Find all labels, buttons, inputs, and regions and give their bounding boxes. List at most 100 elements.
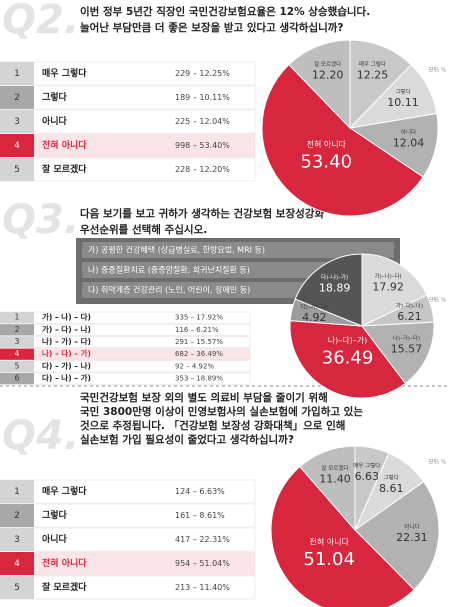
row-number: 2 [14, 511, 20, 521]
row-label: 잘 모르겠다 [42, 581, 87, 593]
row-number: 1 [14, 69, 20, 79]
question-text: 우선순위를 선택해 주십시오. [80, 223, 207, 236]
row-label: 아니다 [42, 115, 68, 127]
row-label: 매우 그렇다 [42, 67, 87, 79]
row-bg [0, 527, 256, 552]
row-number-cell [0, 360, 34, 372]
row-bg [0, 61, 256, 86]
question-text: 국민 3800만명 이상이 민영보험사의 실손보험에 가입하고 있는 [80, 405, 363, 418]
slice-value: 11.40 [319, 473, 351, 486]
question-number: Q4. [2, 413, 79, 459]
pie-slice [361, 321, 435, 385]
slice-value: 18.89 [319, 281, 351, 294]
unit-note: 단위: % [429, 297, 446, 304]
row-bg [0, 575, 256, 600]
slice-name: 그렇다 [395, 88, 410, 96]
row-label: 그렇다 [42, 91, 68, 103]
slice-value: 22.31 [396, 531, 428, 544]
row-result: 225 – 12.04% [175, 117, 230, 126]
row-number: 4 [14, 559, 20, 569]
slice-value: 12.25 [357, 69, 389, 82]
slice-value: 12.04 [393, 137, 425, 150]
slice-value: 53.40 [300, 151, 352, 172]
pie-slice [299, 445, 356, 532]
row-bg [0, 109, 256, 134]
row-result: 213 – 11.40% [175, 583, 230, 592]
option-text: 다) 취약계층 건강관리 (노인, 어린이, 장애인 등) [88, 285, 250, 295]
row-number-cell [0, 373, 34, 385]
option-row [82, 242, 394, 258]
row-label: 잘 모르겠다 [42, 163, 87, 175]
row-number: 5 [15, 361, 20, 370]
slice-value: 51.04 [303, 549, 355, 570]
row-bg [0, 479, 256, 504]
slice-name: 다)–가)–나) [301, 302, 328, 310]
pie-slice [348, 112, 439, 178]
row-bg [0, 323, 251, 336]
row-number-cell [0, 86, 34, 109]
row-number: 3 [14, 117, 20, 127]
row-bg [0, 85, 256, 110]
question-text: 실손보험 가입 필요성이 줄었다고 생각하십니까? [80, 433, 294, 446]
row-result: 229 – 12.25% [175, 69, 230, 78]
row-label: 다) – 가) – 나) [42, 360, 91, 370]
slice-name: 아니다 [404, 523, 419, 531]
row-number-cell [0, 528, 34, 551]
row-number: 3 [15, 337, 20, 346]
row-bg [0, 133, 256, 158]
slice-value: 36.49 [322, 348, 374, 369]
row-label: 그렇다 [42, 509, 68, 521]
slice-value: 12.20 [312, 69, 344, 82]
row-result: 124 – 6.63% [175, 487, 225, 496]
row-number: 3 [14, 535, 20, 545]
row-bg [0, 360, 251, 373]
question-text: 국민건강보험 보장 외의 별도 의료비 부담을 줄이기 위해 [80, 391, 328, 404]
row-result: 92 – 4.92% [175, 362, 214, 370]
row-result: 682 – 36.49% [175, 350, 223, 358]
slice-name: 매우 그렇다 [359, 60, 386, 68]
row-label: 나) – 다) – 가) [42, 348, 91, 358]
slice-name: 잘 모르겠다 [314, 60, 341, 68]
row-label: 아니다 [42, 533, 68, 545]
row-number-cell [0, 552, 34, 575]
row-number-cell [0, 576, 34, 599]
row-number-cell [0, 336, 34, 348]
pie-slice [289, 320, 407, 399]
slice-value: 6.63 [355, 470, 380, 483]
row-number-cell [0, 348, 34, 360]
pie-slice [270, 465, 415, 607]
row-number: 1 [15, 313, 20, 322]
row-number: 6 [15, 374, 20, 383]
pie-slice [261, 63, 424, 217]
row-number: 4 [15, 349, 20, 358]
slice-name: 아니다 [401, 128, 416, 136]
slice-value: 17.92 [372, 281, 404, 294]
slice-name: 가)–나)–다) [375, 272, 402, 280]
pie-slice [354, 480, 440, 591]
question-text: 것으로 추정됩니다. 「건강보험 보장성 강화대책」으로 인해 [80, 419, 345, 432]
slice-value: 8.61 [379, 482, 404, 495]
row-number: 1 [14, 487, 20, 497]
row-label: 가) – 나) – 다) [42, 312, 91, 322]
unit-note: 단위: % [429, 67, 446, 74]
row-bg [0, 336, 251, 348]
row-bg [0, 157, 256, 182]
row-number: 2 [14, 93, 20, 103]
row-result: 228 – 12.20% [175, 165, 230, 174]
row-bg [0, 372, 251, 385]
row-result: 161 – 8.61% [175, 511, 225, 520]
question-text: 이번 정부 5년간 직장인 국민건강보험요율은 12% 상승했습니다. [80, 5, 370, 18]
row-bg [0, 551, 256, 576]
slice-value: 15.57 [391, 343, 423, 356]
question-number: Q3. [2, 197, 79, 243]
slice-name: 다)–나)–가) [321, 273, 348, 281]
pie-slice [349, 39, 412, 130]
slice-value: 10.11 [387, 96, 419, 109]
slice-name: 잘 모르겠다 [321, 464, 348, 472]
option-text: 가) 공평한 건강혜택 (상급병실료, 한방요법, MRI 등) [88, 245, 265, 255]
row-number-cell [0, 134, 34, 157]
row-bg [0, 503, 256, 528]
pie-slice [361, 253, 428, 327]
question-number: Q2. [2, 0, 79, 43]
